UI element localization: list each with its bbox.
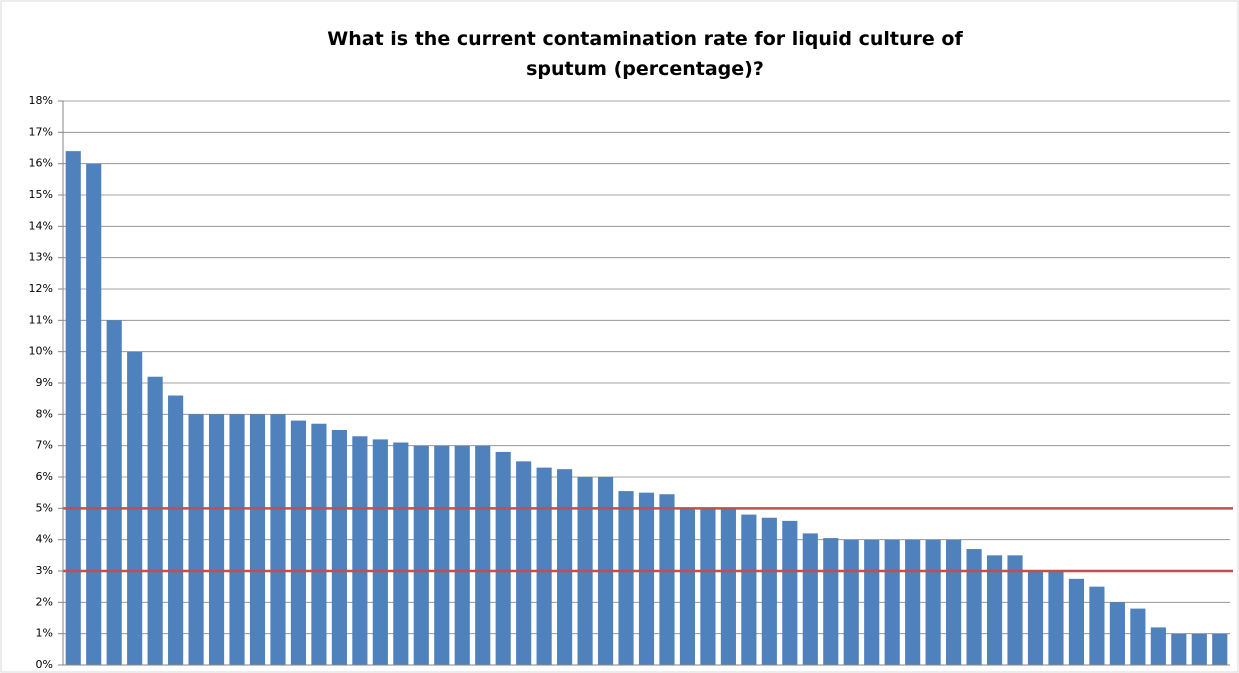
chart-title: What is the current contamination rate f…: [327, 28, 963, 80]
bar: [1068, 578, 1085, 665]
bar: [1171, 633, 1187, 665]
bar: [65, 151, 81, 666]
y-tick-label: 5%: [36, 501, 53, 514]
bar: [516, 461, 532, 665]
reference-lines: [63, 507, 1233, 573]
y-tick-label: 8%: [36, 407, 53, 420]
bar: [454, 445, 470, 665]
y-tick-label: 9%: [36, 376, 53, 389]
bar: [741, 514, 757, 665]
bar: [761, 517, 777, 665]
y-tick-label: 12%: [29, 282, 53, 295]
bar: [618, 491, 634, 665]
bar: [249, 414, 266, 665]
bar: [393, 442, 409, 665]
bar: [168, 395, 184, 665]
y-tick-label: 13%: [29, 251, 53, 264]
y-tick-label: 17%: [29, 125, 53, 138]
bar: [1089, 586, 1105, 665]
bar: [331, 430, 347, 665]
bar: [905, 539, 921, 665]
y-tick-label: 0%: [36, 658, 53, 671]
bar: [1212, 633, 1228, 665]
bar: [864, 539, 880, 665]
bars: [65, 151, 1228, 666]
bar: [1109, 602, 1125, 665]
bar: [557, 469, 573, 665]
bar: [823, 538, 839, 665]
bar: [659, 494, 675, 665]
y-tick-label: 11%: [29, 313, 53, 326]
bar: [946, 539, 962, 665]
y-tick-label: 2%: [36, 595, 53, 608]
y-tick-label: 1%: [36, 627, 53, 640]
bar: [1027, 571, 1044, 665]
y-tick-label: 7%: [36, 439, 53, 452]
bar: [884, 539, 900, 665]
bar: [188, 414, 204, 665]
bar: [720, 508, 736, 665]
bar: [679, 508, 696, 665]
bar: [270, 414, 286, 665]
y-tick-label: 18%: [29, 94, 53, 107]
bar: [986, 555, 1003, 665]
bar: [802, 533, 818, 665]
bar: [638, 492, 655, 665]
bar: [352, 436, 368, 665]
bar: [290, 420, 307, 665]
bar: [1130, 608, 1146, 665]
bar: [413, 445, 429, 665]
bar: [434, 445, 450, 665]
bar: [1048, 571, 1064, 665]
bar: [106, 320, 122, 665]
y-tick-label: 14%: [29, 219, 53, 232]
y-tick-label: 15%: [29, 188, 53, 201]
y-tick-label: 10%: [29, 345, 53, 358]
bar: [782, 520, 798, 665]
bar: [700, 508, 716, 665]
bar: [925, 539, 941, 665]
bar: [229, 414, 245, 665]
bar: [1007, 555, 1023, 665]
bar: [311, 423, 327, 665]
y-tick-label: 4%: [36, 533, 53, 546]
bar: [843, 539, 859, 665]
y-tick-label: 6%: [36, 470, 53, 483]
bar: [208, 414, 225, 665]
bar: [536, 467, 552, 665]
bar: [1150, 627, 1166, 665]
bar: [1191, 633, 1207, 665]
bar: [475, 445, 491, 665]
bar: [147, 376, 163, 665]
bar: [86, 163, 102, 665]
bar: [966, 549, 982, 665]
bar: [372, 439, 388, 665]
y-tick-label: 3%: [36, 564, 53, 577]
y-tick-label: 16%: [29, 157, 53, 170]
bar: [495, 451, 511, 665]
